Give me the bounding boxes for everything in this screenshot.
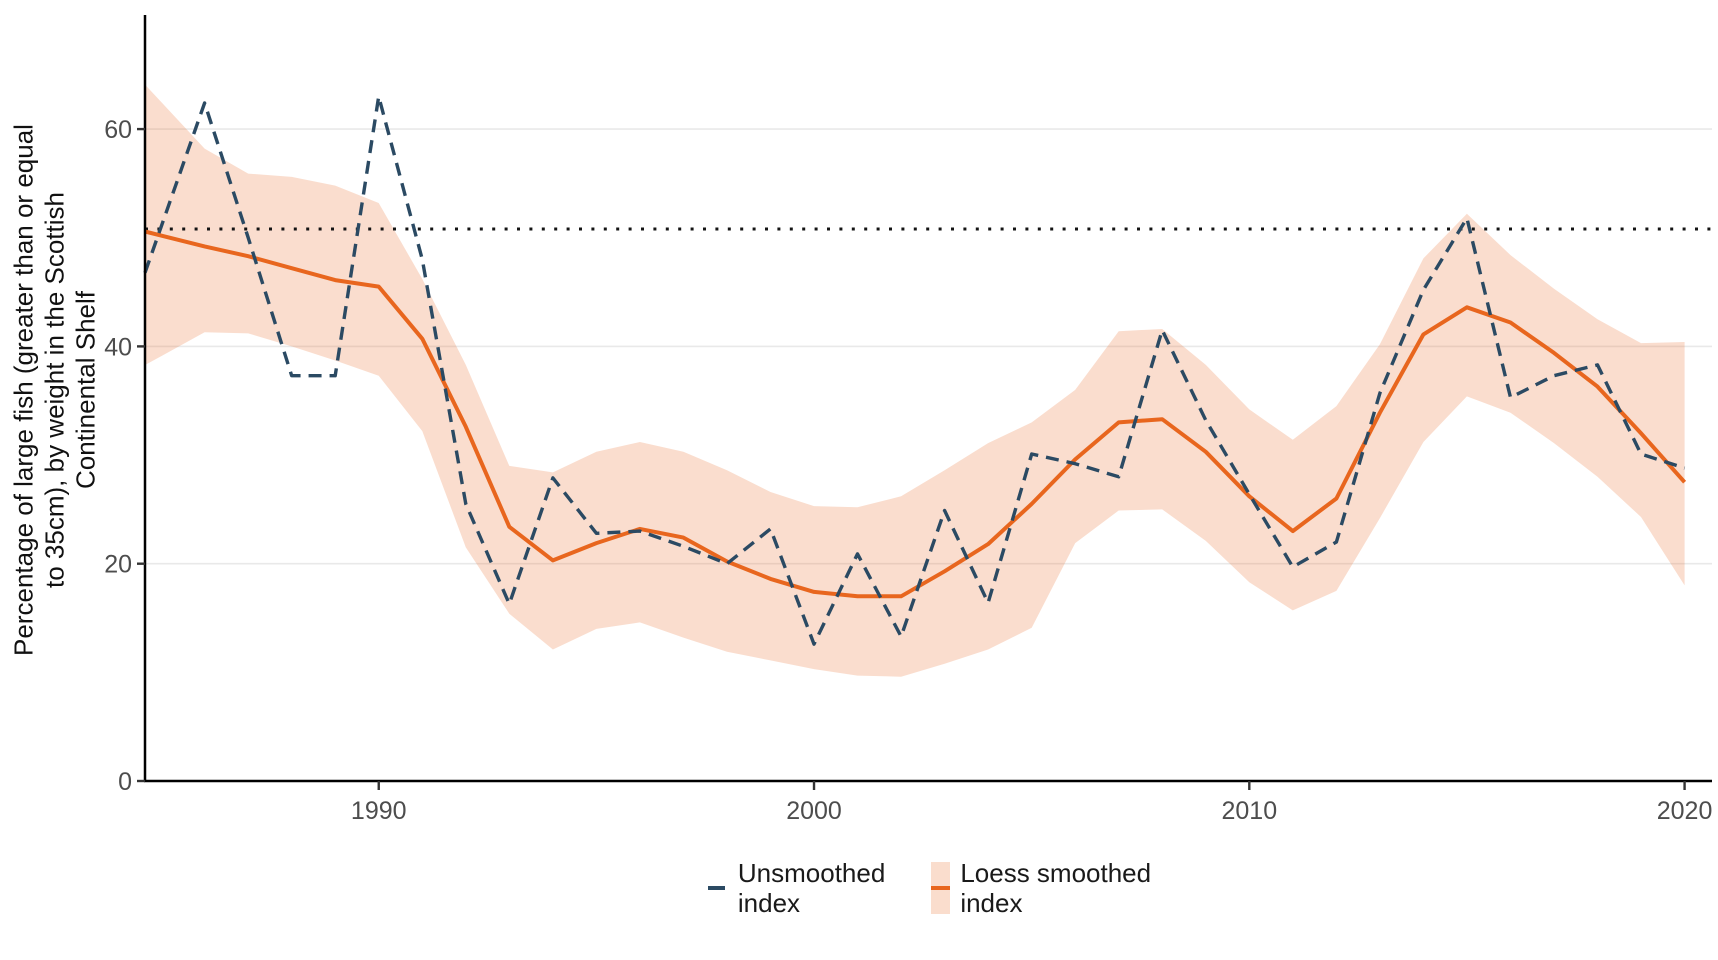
x-tick-label-2010: 2010	[1221, 797, 1277, 825]
x-tick-label-2020: 2020	[1657, 797, 1713, 825]
y-tick-label-40: 40	[104, 333, 132, 361]
legend-label-unsmoothed: Unsmoothed index	[737, 858, 886, 918]
y-axis-title: Percentage of large fish (greater than o…	[8, 124, 101, 656]
legend-label-loess-smoothed: Loess smoothed index	[960, 858, 1152, 918]
chart-legend: Unsmoothed index Loess smoothed index	[145, 858, 1712, 918]
y-tick-label-0: 0	[118, 768, 132, 796]
ribbon-key-icon	[931, 862, 951, 914]
y-tick-label-20: 20	[104, 551, 132, 579]
x-tick-label-2000: 2000	[786, 797, 842, 825]
y-tick-label-60: 60	[104, 116, 132, 144]
dashed-line-key-icon	[706, 862, 728, 914]
loess-smoothed-line	[144, 229, 1687, 599]
confidence-ribbon	[145, 84, 1685, 677]
legend-item-unsmoothed: Unsmoothed index	[706, 858, 885, 918]
x-tick-label-1990: 1990	[351, 797, 407, 825]
large-fish-indicator-chart: 0 20 40 60 1990 2000 2010 2020	[104, 15, 1713, 825]
legend-item-loess-smoothed: Loess smoothed index	[931, 858, 1151, 918]
